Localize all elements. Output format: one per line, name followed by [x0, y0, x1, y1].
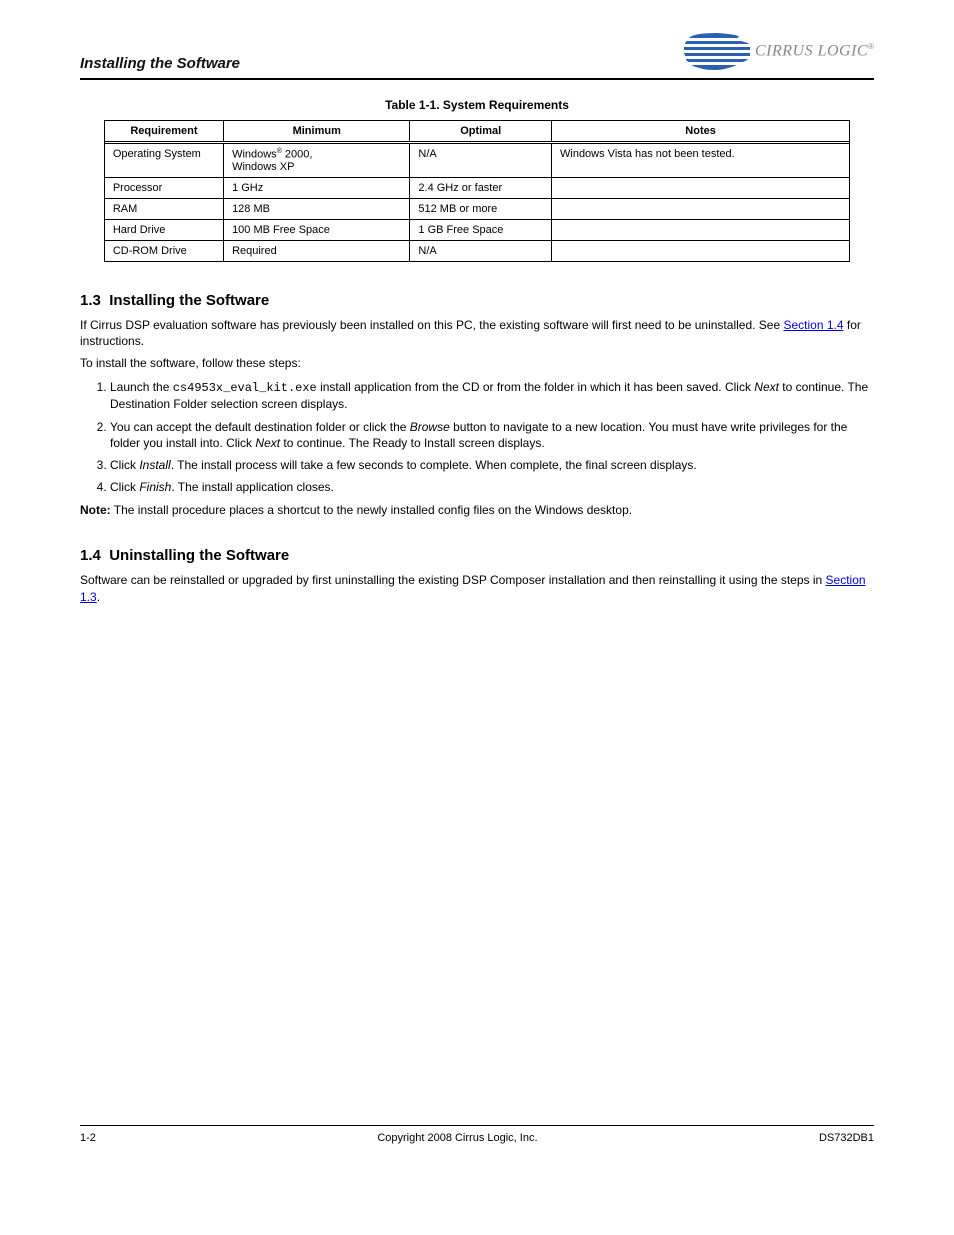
step-2: You can accept the default destination f…	[110, 419, 874, 451]
step-4: Click Finish. The install application cl…	[110, 479, 874, 495]
table-row: Processor 1 GHz 2.4 GHz or faster	[104, 177, 849, 198]
section-1-3-heading: 1.3 Installing the Software	[80, 292, 874, 309]
cell: 128 MB	[224, 198, 410, 219]
cell	[552, 177, 850, 198]
table-row: Hard Drive 100 MB Free Space 1 GB Free S…	[104, 219, 849, 240]
install-note: Note: The install procedure places a sho…	[80, 503, 874, 517]
cell: 1 GHz	[224, 177, 410, 198]
table-row: RAM 128 MB 512 MB or more	[104, 198, 849, 219]
link-section-1-4[interactable]: Section 1.4	[783, 318, 843, 332]
s14-p1: Software can be reinstalled or upgraded …	[80, 572, 874, 604]
header-logo-block: CIRRUS LOGIC®	[683, 30, 874, 72]
cell	[552, 240, 850, 261]
table-row: Operating System Windows® 2000,Windows X…	[104, 144, 849, 178]
cell	[552, 198, 850, 219]
page-footer: 1-2 Copyright 2008 Cirrus Logic, Inc. DS…	[80, 1125, 874, 1144]
table-header-row: Requirement Minimum Optimal Notes	[104, 121, 849, 142]
cell: Processor	[104, 177, 223, 198]
cell: Operating System	[104, 144, 223, 178]
cell: 2.4 GHz or faster	[410, 177, 552, 198]
install-steps: Launch the cs4953x_eval_kit.exe install …	[80, 379, 874, 495]
header-section-title: Installing the Software	[80, 55, 240, 72]
col-optimal: Optimal	[410, 121, 552, 142]
footer-doc-id: DS732DB1	[819, 1132, 874, 1144]
cell: Required	[224, 240, 410, 261]
cell: Hard Drive	[104, 219, 223, 240]
cell: Windows Vista has not been tested.	[552, 144, 850, 178]
logo-text: CIRRUS LOGIC®	[755, 42, 874, 60]
table-caption: Table 1-1. System Requirements	[80, 98, 874, 112]
step-3: Click Install. The install process will …	[110, 457, 874, 473]
cell: Windows® 2000,Windows XP	[224, 144, 410, 178]
cell: CD-ROM Drive	[104, 240, 223, 261]
system-requirements-table: Requirement Minimum Optimal Notes Operat…	[104, 120, 850, 262]
cell: 100 MB Free Space	[224, 219, 410, 240]
section-1-4-heading: 1.4 Uninstalling the Software	[80, 547, 874, 564]
step-1: Launch the cs4953x_eval_kit.exe install …	[110, 379, 874, 412]
footer-copyright: Copyright 2008 Cirrus Logic, Inc.	[377, 1132, 537, 1144]
footer-page-number: 1-2	[80, 1132, 96, 1144]
installer-filename: cs4953x_eval_kit.exe	[173, 381, 317, 395]
cirrus-logo-icon	[683, 30, 751, 72]
page-header: Installing the Software CIRRUS LOGIC®	[80, 30, 874, 80]
cell: N/A	[410, 144, 552, 178]
cell: 1 GB Free Space	[410, 219, 552, 240]
s13-p1: If Cirrus DSP evaluation software has pr…	[80, 317, 874, 349]
s13-p2: To install the software, follow these st…	[80, 355, 874, 371]
cell: N/A	[410, 240, 552, 261]
cell	[552, 219, 850, 240]
cell: 512 MB or more	[410, 198, 552, 219]
col-minimum: Minimum	[224, 121, 410, 142]
cell: RAM	[104, 198, 223, 219]
col-requirement: Requirement	[104, 121, 223, 142]
col-notes: Notes	[552, 121, 850, 142]
table-row: CD-ROM Drive Required N/A	[104, 240, 849, 261]
